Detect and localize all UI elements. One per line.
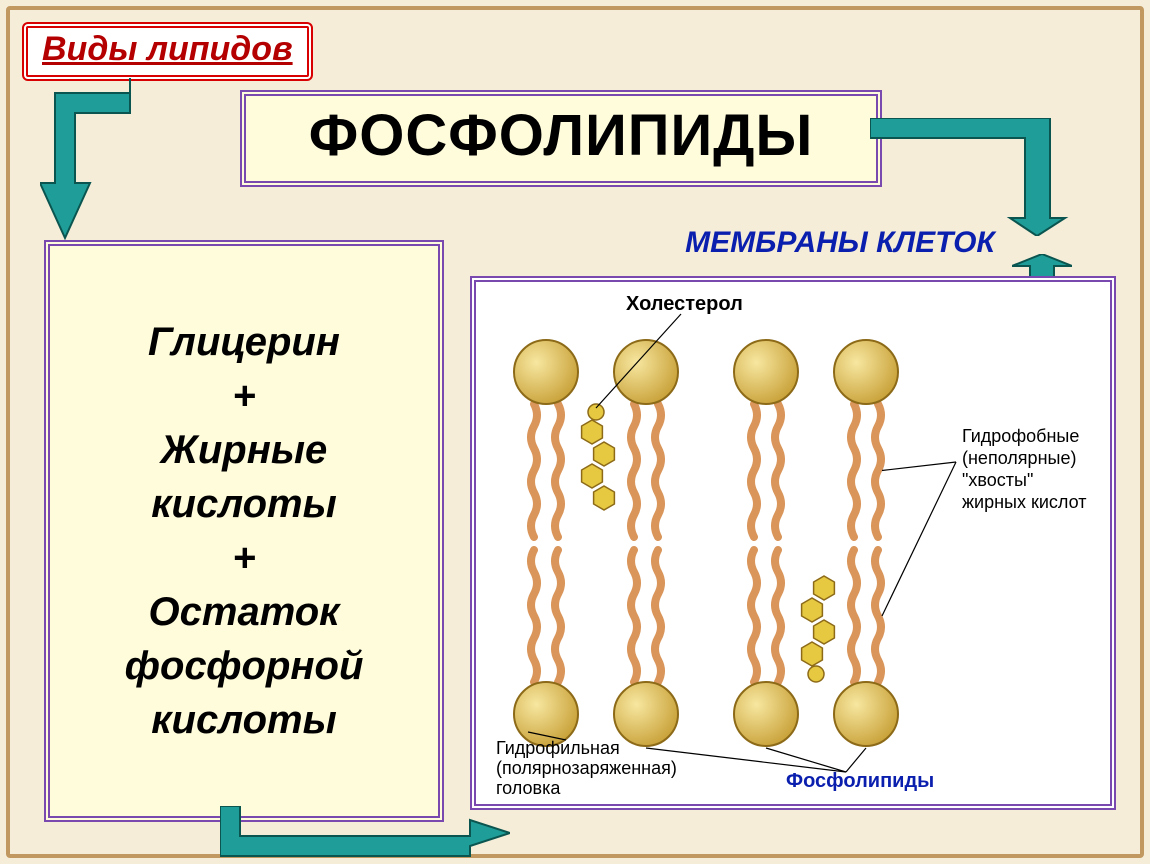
composition-box: Глицерин + Жирные кислоты + Остаток фосф… [44,240,444,822]
main-title-text: ФОСФОЛИПИДЫ [309,103,814,168]
comp-line-4: + [50,531,438,585]
comp-line-5: Остаток [50,585,438,639]
comp-line-2: Жирные [50,423,438,477]
membrane-svg: Холестерол Гидрофобные(неполярные)"хвосты… [476,282,1110,804]
svg-text:головка: головка [496,778,561,798]
arrow-title-to-composition [40,78,240,248]
title-text: Виды липидов [42,30,293,68]
comp-line-3: кислоты [50,477,438,531]
arrow-composition-to-diagram [220,806,510,862]
svg-text:Гидрофильная: Гидрофильная [496,738,620,758]
comp-line-0: Глицерин [50,315,438,369]
title-box: Виды липидов [22,22,313,81]
comp-line-6: фосфорной [50,639,438,693]
svg-text:Фосфолипиды: Фосфолипиды [786,770,934,792]
comp-line-1: + [50,369,438,423]
svg-text:(неполярные): (неполярные) [962,448,1076,468]
svg-text:(полярнозаряженная): (полярнозаряженная) [496,758,677,778]
svg-text:Холестерол: Холестерол [626,293,743,315]
comp-line-7: кислоты [50,693,438,747]
slide-stage: Виды липидов ФОСФОЛИПИДЫ Глицерин + Жирн… [0,0,1150,864]
svg-text:Гидрофобные: Гидрофобные [962,426,1079,446]
svg-text:жирных кислот: жирных кислот [962,492,1086,512]
svg-text:"хвосты": "хвосты" [962,470,1033,490]
membrane-diagram: Холестерол Гидрофобные(неполярные)"хвосты… [470,276,1116,810]
arrow-main-to-membrane [870,118,1070,236]
main-title-box: ФОСФОЛИПИДЫ [240,90,882,187]
